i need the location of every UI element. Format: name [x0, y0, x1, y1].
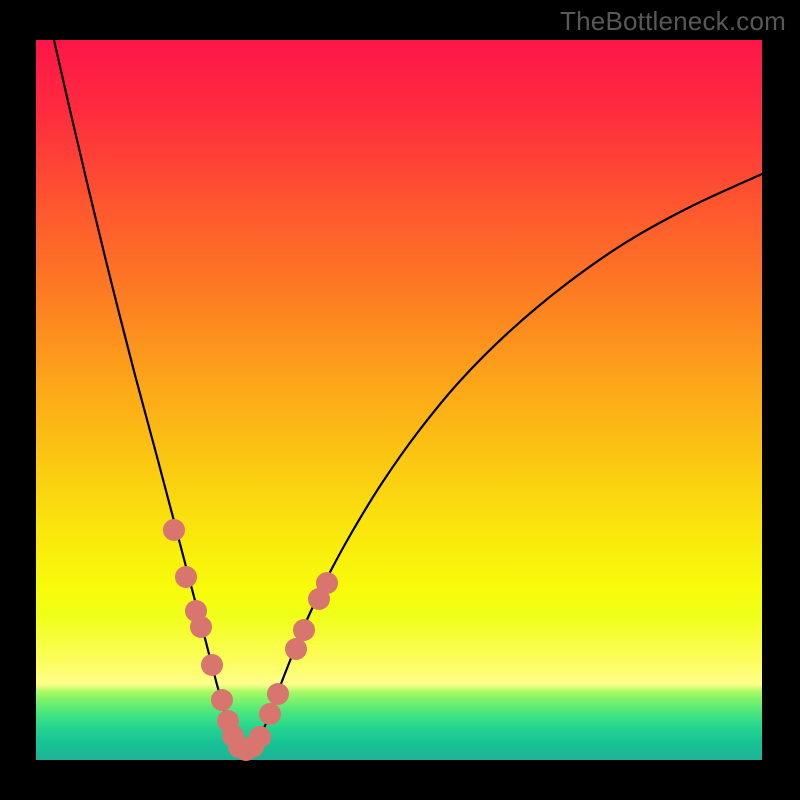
marker-point [175, 566, 197, 588]
marker-point [249, 726, 271, 748]
marker-point [285, 638, 307, 660]
chart-background [36, 40, 762, 760]
marker-point [190, 616, 212, 638]
watermark-text: TheBottleneck.com [560, 6, 786, 37]
marker-point [163, 519, 185, 541]
marker-point [267, 683, 289, 705]
bottleneck-chart [0, 0, 800, 800]
marker-point [201, 654, 223, 676]
marker-point [259, 703, 281, 725]
marker-point [293, 619, 315, 641]
chart-container: TheBottleneck.com [0, 0, 800, 800]
marker-point [316, 572, 338, 594]
marker-point [211, 689, 233, 711]
